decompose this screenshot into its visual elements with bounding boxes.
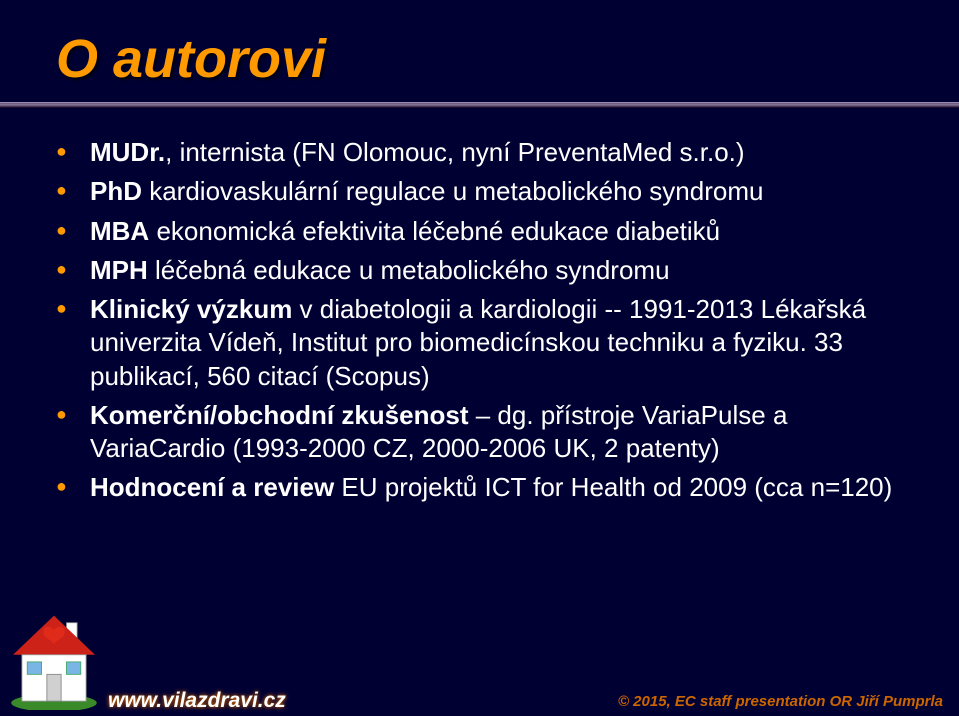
footer: www.vilazdravi.cz © 2015, EC staff prese…	[0, 686, 959, 716]
bullet-prefix: MUDr.	[90, 137, 165, 167]
list-item: Hodnocení a review EU projektů ICT for H…	[56, 471, 901, 504]
footer-url: www.vilazdravi.cz	[108, 689, 286, 713]
bullet-prefix: PhD	[90, 176, 142, 206]
list-item: MPH léčebná edukace u metabolického synd…	[56, 254, 901, 287]
slide: O autorovi MUDr., internista (FN Olomouc…	[0, 0, 959, 716]
list-item: Klinický výzkum v diabetologii a kardiol…	[56, 293, 901, 393]
slide-title: O autorovi	[56, 28, 911, 90]
bullet-prefix: Klinický výzkum	[90, 294, 292, 324]
bullet-prefix: MPH	[90, 255, 148, 285]
footer-url-tld: .cz	[258, 689, 286, 712]
footer-url-domain: vilazdravi	[162, 689, 258, 712]
list-item: MUDr., internista (FN Olomouc, nyní Prev…	[56, 136, 901, 169]
bullet-list: MUDr., internista (FN Olomouc, nyní Prev…	[56, 136, 901, 505]
bullet-prefix: MBA	[90, 216, 149, 246]
title-divider	[0, 102, 959, 108]
bullet-text: léčebná edukace u metabolického syndromu	[148, 255, 670, 285]
list-item: Komerční/obchodní zkušenost – dg. přístr…	[56, 399, 901, 466]
bullet-text: ekonomická efektivita léčebné edukace di…	[149, 216, 720, 246]
bullet-prefix: Komerční/obchodní zkušenost	[90, 400, 469, 430]
list-item: PhD kardiovaskulární regulace u metaboli…	[56, 175, 901, 208]
list-item: MBA ekonomická efektivita léčebné edukac…	[56, 215, 901, 248]
bullet-text: kardiovaskulární regulace u metabolickéh…	[142, 176, 763, 206]
bullet-text: , internista (FN Olomouc, nyní PreventaM…	[165, 137, 744, 167]
footer-copyright: © 2015, EC staff presentation OR Jiří Pu…	[618, 693, 943, 710]
bullet-prefix: Hodnocení a review	[90, 472, 334, 502]
content-area: MUDr., internista (FN Olomouc, nyní Prev…	[56, 136, 911, 505]
bullet-text: EU projektů ICT for Health od 2009 (cca …	[334, 472, 892, 502]
footer-url-www: www.	[108, 689, 162, 712]
